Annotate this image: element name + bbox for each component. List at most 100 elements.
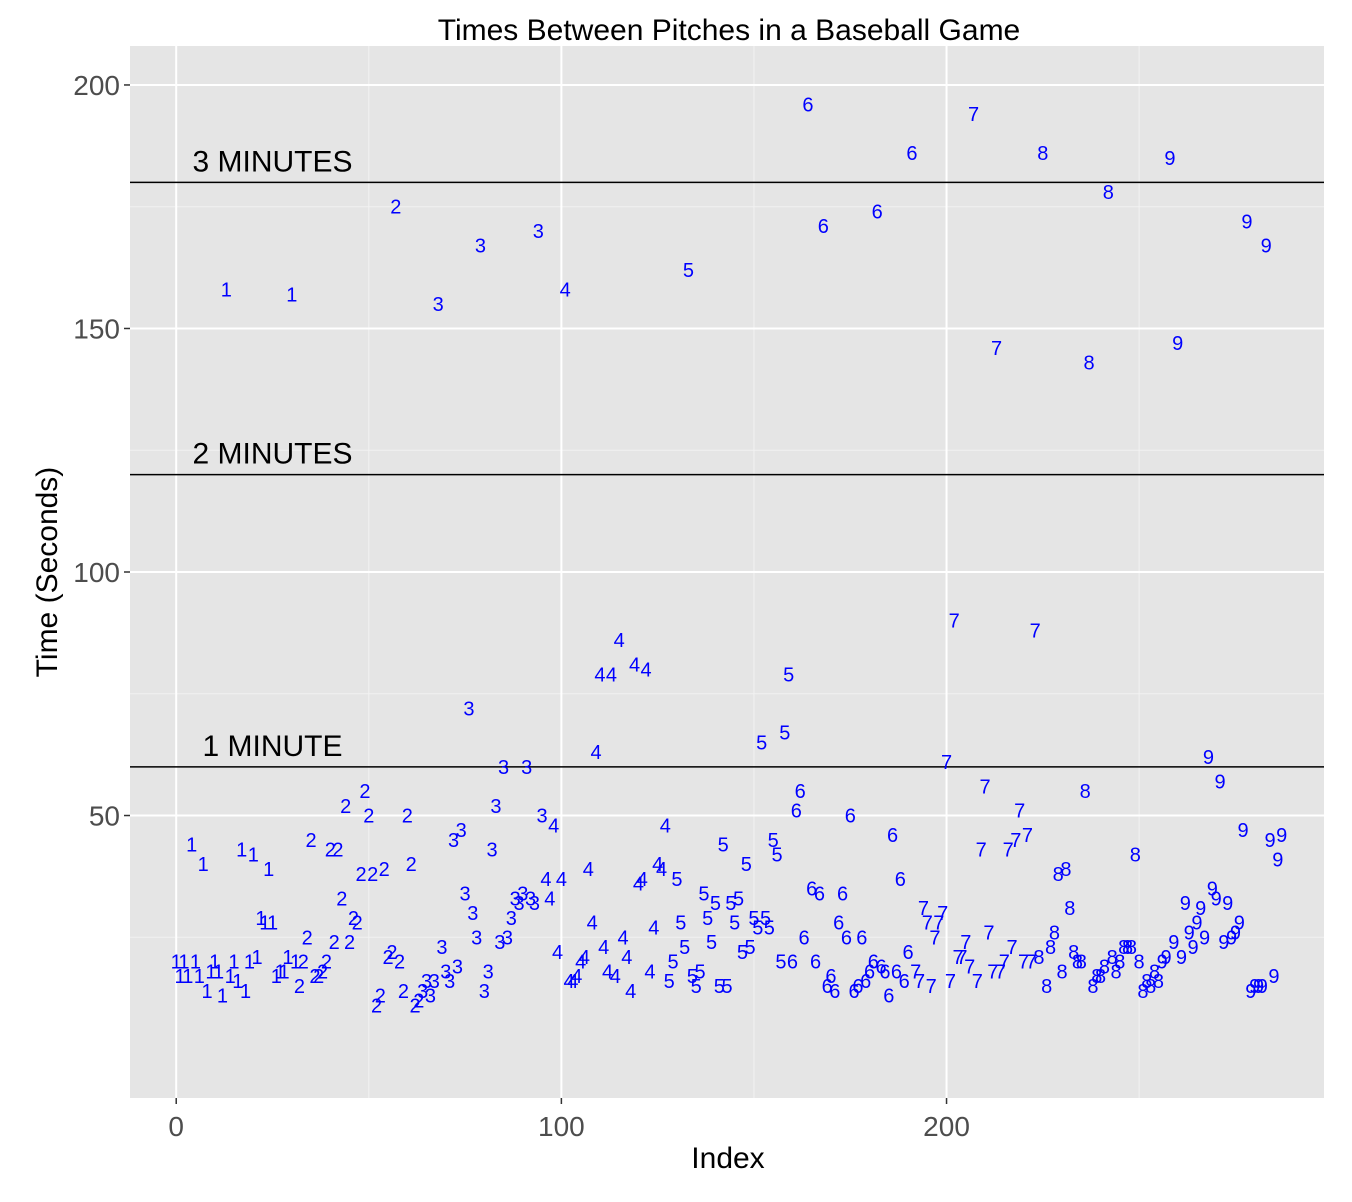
- data-point: 1: [252, 947, 263, 969]
- data-point: 7: [929, 927, 940, 949]
- data-point: 6: [791, 801, 802, 823]
- data-point: 1: [217, 986, 228, 1008]
- data-point: 7: [991, 338, 1002, 360]
- data-point: 1: [232, 971, 243, 993]
- data-point: 6: [798, 927, 809, 949]
- data-point: 5: [691, 976, 702, 998]
- data-point: 7: [922, 913, 933, 935]
- data-point: 9: [1161, 947, 1172, 969]
- data-point: 9: [1249, 976, 1260, 998]
- data-point: 4: [629, 655, 640, 677]
- data-point: 4: [633, 874, 644, 896]
- data-point: 3: [444, 971, 455, 993]
- data-point: 2: [379, 859, 390, 881]
- data-point: 5: [702, 908, 713, 930]
- data-point: 7: [972, 971, 983, 993]
- data-point: 9: [1245, 981, 1256, 1003]
- data-point: 8: [1064, 898, 1075, 920]
- data-point: 5: [783, 664, 794, 686]
- data-point: 9: [1268, 966, 1279, 988]
- data-point: 1: [244, 952, 255, 974]
- y-tick-label: 50: [89, 801, 120, 832]
- x-tick-label: 200: [923, 1111, 970, 1142]
- data-point: 4: [602, 961, 613, 983]
- data-point: 1: [286, 284, 297, 306]
- data-point: 4: [606, 664, 617, 686]
- data-point: 5: [775, 952, 786, 974]
- data-point: 1: [225, 966, 236, 988]
- data-point: 8: [1153, 971, 1164, 993]
- data-point: 2: [352, 913, 363, 935]
- data-point: 4: [575, 952, 586, 974]
- data-point: 6: [868, 952, 879, 974]
- data-point: 2: [329, 932, 340, 954]
- data-point: 7: [1006, 937, 1017, 959]
- y-tick-label: 150: [73, 313, 120, 344]
- data-point: 8: [1122, 937, 1133, 959]
- data-point: 4: [625, 981, 636, 1003]
- data-point: 1: [194, 966, 205, 988]
- data-point: 5: [725, 893, 736, 915]
- data-point: 9: [1184, 922, 1195, 944]
- data-point: 9: [1272, 849, 1283, 871]
- data-point: 2: [390, 197, 401, 219]
- data-point: 7: [968, 104, 979, 126]
- data-point: 7: [910, 961, 921, 983]
- data-point: 9: [1276, 825, 1287, 847]
- y-tick-label: 100: [73, 557, 120, 588]
- data-point: 8: [1076, 952, 1087, 974]
- data-point: 3: [525, 888, 536, 910]
- data-point: 2: [394, 952, 405, 974]
- data-point: 9: [1176, 947, 1187, 969]
- data-point: 2: [305, 830, 316, 852]
- data-point: 6: [825, 966, 836, 988]
- data-point: 7: [960, 932, 971, 954]
- data-point: 4: [571, 966, 582, 988]
- data-point: 9: [1257, 976, 1268, 998]
- data-point: 7: [987, 961, 998, 983]
- data-point: 1: [228, 952, 239, 974]
- data-point: 2: [340, 796, 351, 818]
- data-point: 4: [544, 888, 555, 910]
- data-point: 5: [748, 908, 759, 930]
- data-point: 8: [1107, 947, 1118, 969]
- data-point: 6: [860, 971, 871, 993]
- data-point: 3: [498, 757, 509, 779]
- data-point: 7: [999, 952, 1010, 974]
- data-point: 8: [1045, 937, 1056, 959]
- data-point: 3: [463, 698, 474, 720]
- data-point: 9: [1261, 236, 1272, 258]
- data-point: 3: [421, 971, 432, 993]
- data-point: 9: [1218, 932, 1229, 954]
- reference-line-label: 3 MINUTES: [192, 145, 352, 178]
- data-point: 9: [1203, 747, 1214, 769]
- data-point: 2: [336, 888, 347, 910]
- data-point: 2: [332, 840, 343, 862]
- data-point: 4: [621, 947, 632, 969]
- data-point: 2: [348, 908, 359, 930]
- data-point: 3: [533, 221, 544, 243]
- data-point: 5: [737, 942, 748, 964]
- data-point: 5: [706, 932, 717, 954]
- data-point: 3: [517, 883, 528, 905]
- data-point: 6: [899, 971, 910, 993]
- data-point: 2: [375, 986, 386, 1008]
- data-point: 3: [425, 986, 436, 1008]
- data-point: 8: [1060, 859, 1071, 881]
- data-point: 1: [259, 913, 270, 935]
- data-point: 6: [810, 952, 821, 974]
- data-points: 1111111111111111111111111111111122222222…: [171, 94, 1288, 1017]
- data-point: 2: [367, 864, 378, 886]
- data-point: 1: [236, 840, 247, 862]
- data-point: 3: [452, 957, 463, 979]
- data-point: 3: [417, 981, 428, 1003]
- data-point: 9: [1265, 830, 1276, 852]
- data-point: 3: [490, 796, 501, 818]
- data-point: 6: [806, 879, 817, 901]
- data-point: 8: [1087, 976, 1098, 998]
- data-point: 5: [671, 869, 682, 891]
- data-point: 3: [460, 883, 471, 905]
- y-axis-title: Time (Seconds): [31, 467, 64, 678]
- data-point: 2: [413, 991, 424, 1013]
